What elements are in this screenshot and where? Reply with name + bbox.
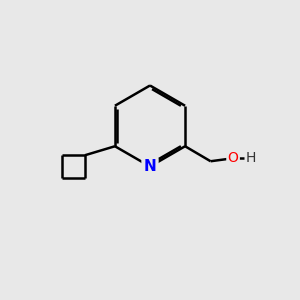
Text: H: H xyxy=(246,151,256,165)
Text: O: O xyxy=(228,151,238,165)
Text: N: N xyxy=(144,159,156,174)
